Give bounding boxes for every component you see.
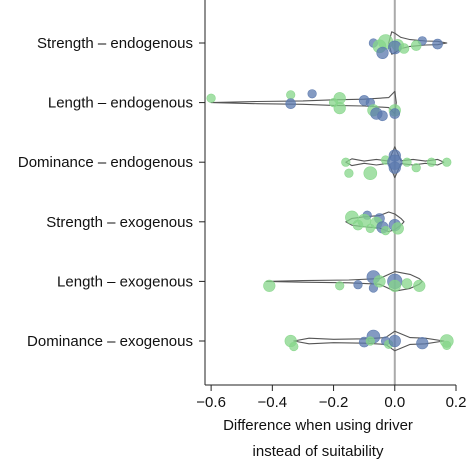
data-point-47 [263,279,276,292]
data-point-55 [413,279,426,292]
x-tick-label-2: −0.2 [319,394,349,411]
violin-1 [210,90,397,115]
data-point-60 [365,336,375,346]
x-axis: −0.6 −0.4 −0.2 0.0 0.2 [196,0,466,411]
data-point-54 [401,278,413,289]
data-point-45 [381,226,391,236]
category-label-0: Strength – endogenous [37,35,193,52]
data-point-34 [442,157,452,167]
category-label-4: Length – exogenous [57,273,193,290]
data-point-24 [341,157,351,167]
data-point-5 [376,46,389,60]
data-point-11 [286,90,296,100]
data-point-63 [388,334,401,348]
data-point-44 [391,222,404,235]
data-point-48 [335,281,345,291]
data-point-53 [388,279,401,292]
data-point-30 [388,161,401,174]
data-point-51 [373,275,386,288]
data-point-23 [389,108,401,119]
data-point-41 [365,223,375,233]
category-label-1: Length – endogenous [48,95,193,112]
data-point-66 [442,340,452,351]
category-label-5: Dominance – exogenous [27,333,193,350]
data-point-49 [353,280,363,290]
x-tick-label-1: −0.4 [258,394,288,411]
x-axis-title-line-1: Difference when using driver [223,417,413,434]
x-axis-title-line-2: instead of suitability [253,443,384,460]
data-point-32 [411,163,421,173]
plot-area [206,0,454,385]
data-point-16 [333,101,346,115]
data-point-38 [357,213,372,228]
data-point-64 [416,337,429,350]
data-point-26 [363,166,378,180]
data-point-58 [289,341,299,352]
category-label-2: Dominance – endogenous [18,154,193,171]
data-point-25 [344,168,354,178]
data-point-9 [410,40,422,51]
category-labels: Strength – endogenous Length – endogenous… [18,35,205,350]
category-label-3: Strength – exogenous [46,214,193,231]
data-point-21 [377,110,388,122]
data-point-33 [426,157,437,167]
data-point-31 [402,157,412,167]
data-point-12 [307,89,317,99]
data-point-10 [206,93,216,103]
x-tick-label-0: −0.6 [196,394,226,411]
data-point-13 [285,98,297,109]
x-tick-label-3: 0.0 [384,394,405,411]
data-point-8 [432,38,443,50]
x-tick-label-4: 0.2 [446,394,467,411]
data-point-6 [398,43,410,54]
